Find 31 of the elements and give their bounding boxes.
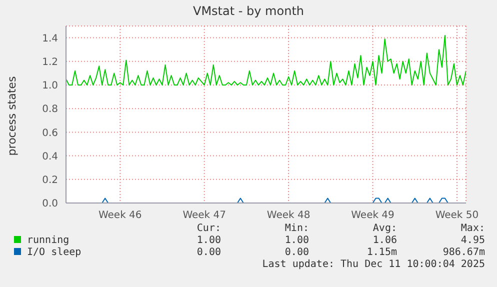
y-tick-label: 1.4 [42, 33, 58, 44]
x-tick-label: Week 46 [98, 210, 142, 222]
y-tick-label: 1.2 [42, 56, 58, 68]
text: Min: [284, 222, 309, 234]
text: 0.00 [196, 246, 221, 258]
x-tick-label: Week 48 [266, 210, 310, 222]
y-tick-label: 0.0 [42, 198, 58, 210]
x-tick-label: Week 49 [351, 210, 394, 222]
y-tick-label: 0.8 [42, 104, 58, 116]
legend-label: running [26, 234, 70, 246]
y-axis-title: process states [6, 76, 18, 156]
text: Max: [460, 222, 485, 234]
line-series [66, 34, 466, 86]
text: 0.00 [284, 246, 309, 258]
text: 4.95 [460, 234, 485, 246]
y-tick-label: 1.0 [42, 80, 58, 92]
text: 986.67m [442, 246, 485, 258]
text: 1.06 [372, 234, 397, 246]
x-tick-label: Week 47 [182, 210, 226, 222]
y-tick-label: 0.4 [42, 151, 58, 162]
text: 1.00 [284, 234, 309, 246]
y-tick-label: 0.2 [42, 174, 58, 186]
text: Last update: Thu Dec 11 10:00:04 2025 [261, 258, 485, 270]
chart-title: VMstat - by month [192, 4, 306, 18]
y-tick-label: 0.6 [42, 128, 58, 139]
legend-label: I/O sleep [26, 246, 82, 258]
text: 1.15m [366, 246, 397, 258]
x-tick-label: Week 50 [435, 210, 479, 222]
text: Cur: [196, 222, 221, 234]
text: Avg: [372, 222, 397, 234]
text: 1.00 [196, 234, 221, 246]
